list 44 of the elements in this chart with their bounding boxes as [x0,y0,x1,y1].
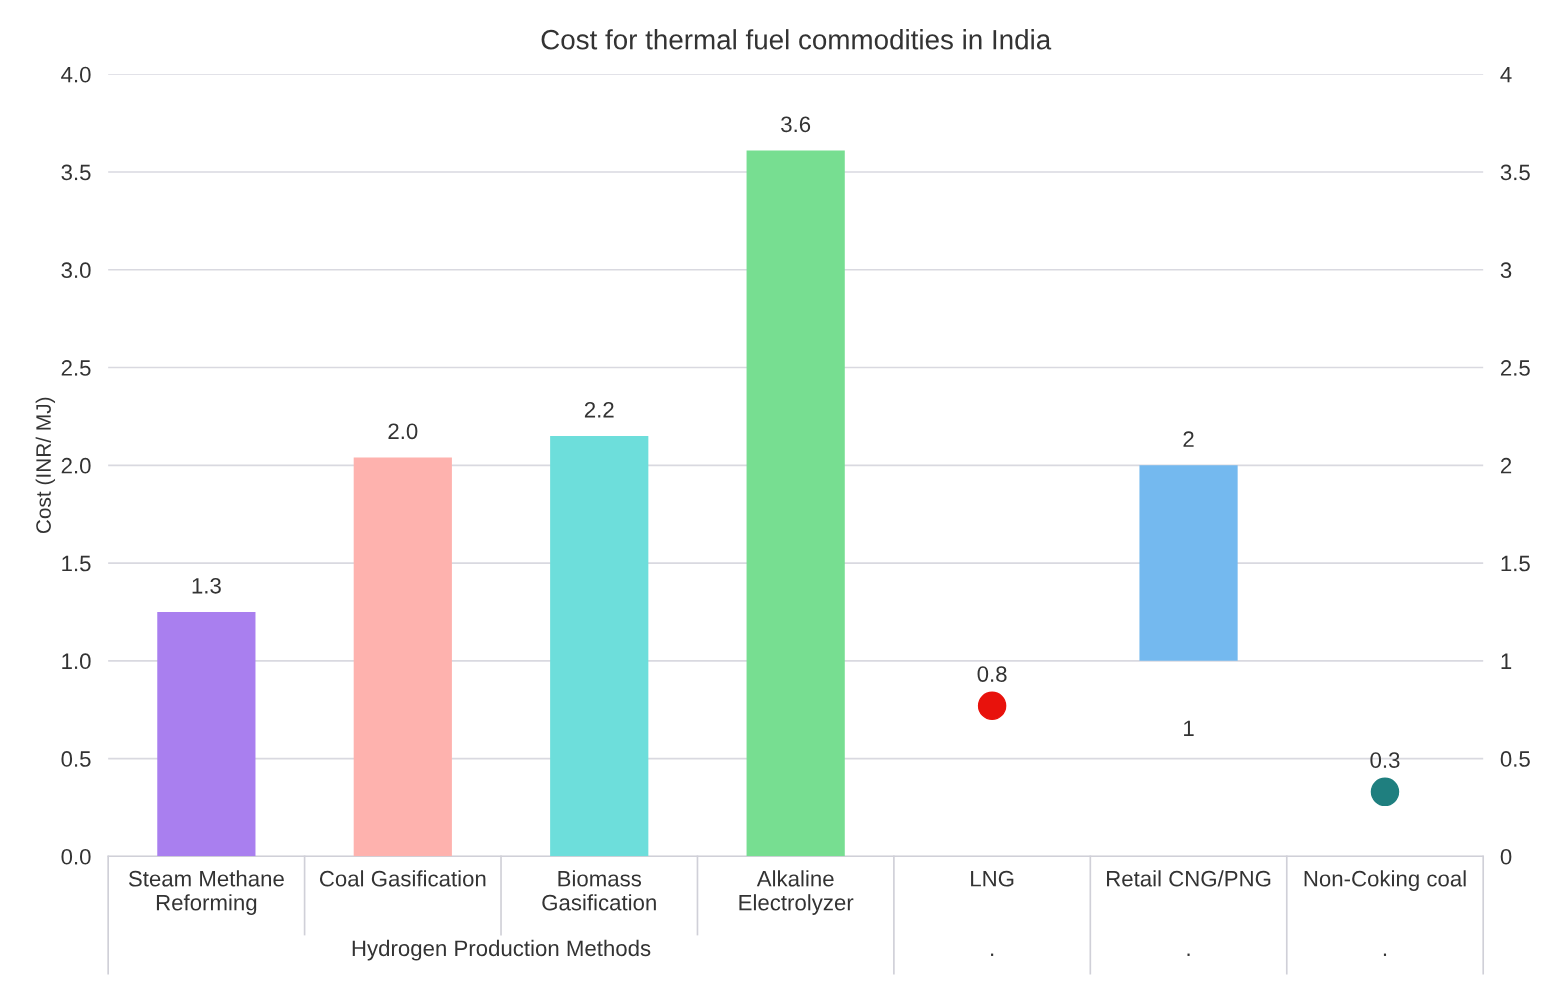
text: . [991,953,994,956]
y-axis-title: Cost (INR/ MJ) [35,397,56,534]
y2-tick-label: 0.5 [1500,751,1530,767]
y-tick-label: 1.5 [62,555,91,572]
x-tick-label: Biomass Gasification [542,870,656,911]
y-tick-label: 1.0 [62,653,91,670]
y2-tick-label: 1 [1501,653,1512,669]
data-label: 1.3 [192,577,221,594]
data-label: 3.6 [781,116,811,133]
y2-tick-label: 1.5 [1501,555,1530,572]
text: Hydrogen Production Methods [352,939,651,961]
data-label: 2 [1183,431,1194,447]
text: . [1187,953,1190,956]
bar [746,150,845,857]
x-tick-label: Non-Coking coal [1304,870,1466,891]
data-label: 0.8 [977,666,1007,682]
x-tick-label: LNG [971,870,1014,887]
x-tick-label: Alkaline Electrolyzer [739,870,854,915]
y-tick-label: 3.5 [61,164,91,181]
y-tick-label: 0.0 [61,848,91,865]
y2-tick-label: 2 [1500,457,1512,474]
y-tick-label: 0.5 [61,751,91,767]
x-tick-label: Coal Gasification [319,870,486,887]
data-label: 0.3 [1370,752,1400,768]
y2-tick-label: 3 [1500,262,1512,279]
chart-title: Cost for thermal fuel commodities in India [541,29,1052,50]
y-tick-label: 3.0 [61,262,91,279]
y2-tick-label: 4 [1500,67,1512,83]
annotation: 1 [1184,720,1194,737]
x-tick-label: Retail CNG/PNG [1107,870,1271,887]
bar [157,611,256,857]
y2-tick-label: 3.5 [1500,164,1530,181]
bar [550,435,649,857]
y-tick-label: 4.0 [61,66,91,83]
y2-tick-label: 0 [1500,848,1512,865]
bar [1139,465,1238,661]
bar [353,457,452,857]
y2-tick-label: 2.5 [1500,360,1530,376]
y-tick-label: 2.5 [61,360,91,376]
y-tick-label: 2.0 [61,457,91,474]
data-label: 2.0 [388,423,418,440]
x-tick-label: Steam Methane Reforming [128,870,284,915]
text: . [1383,953,1387,956]
data-label: 2.2 [584,401,614,418]
